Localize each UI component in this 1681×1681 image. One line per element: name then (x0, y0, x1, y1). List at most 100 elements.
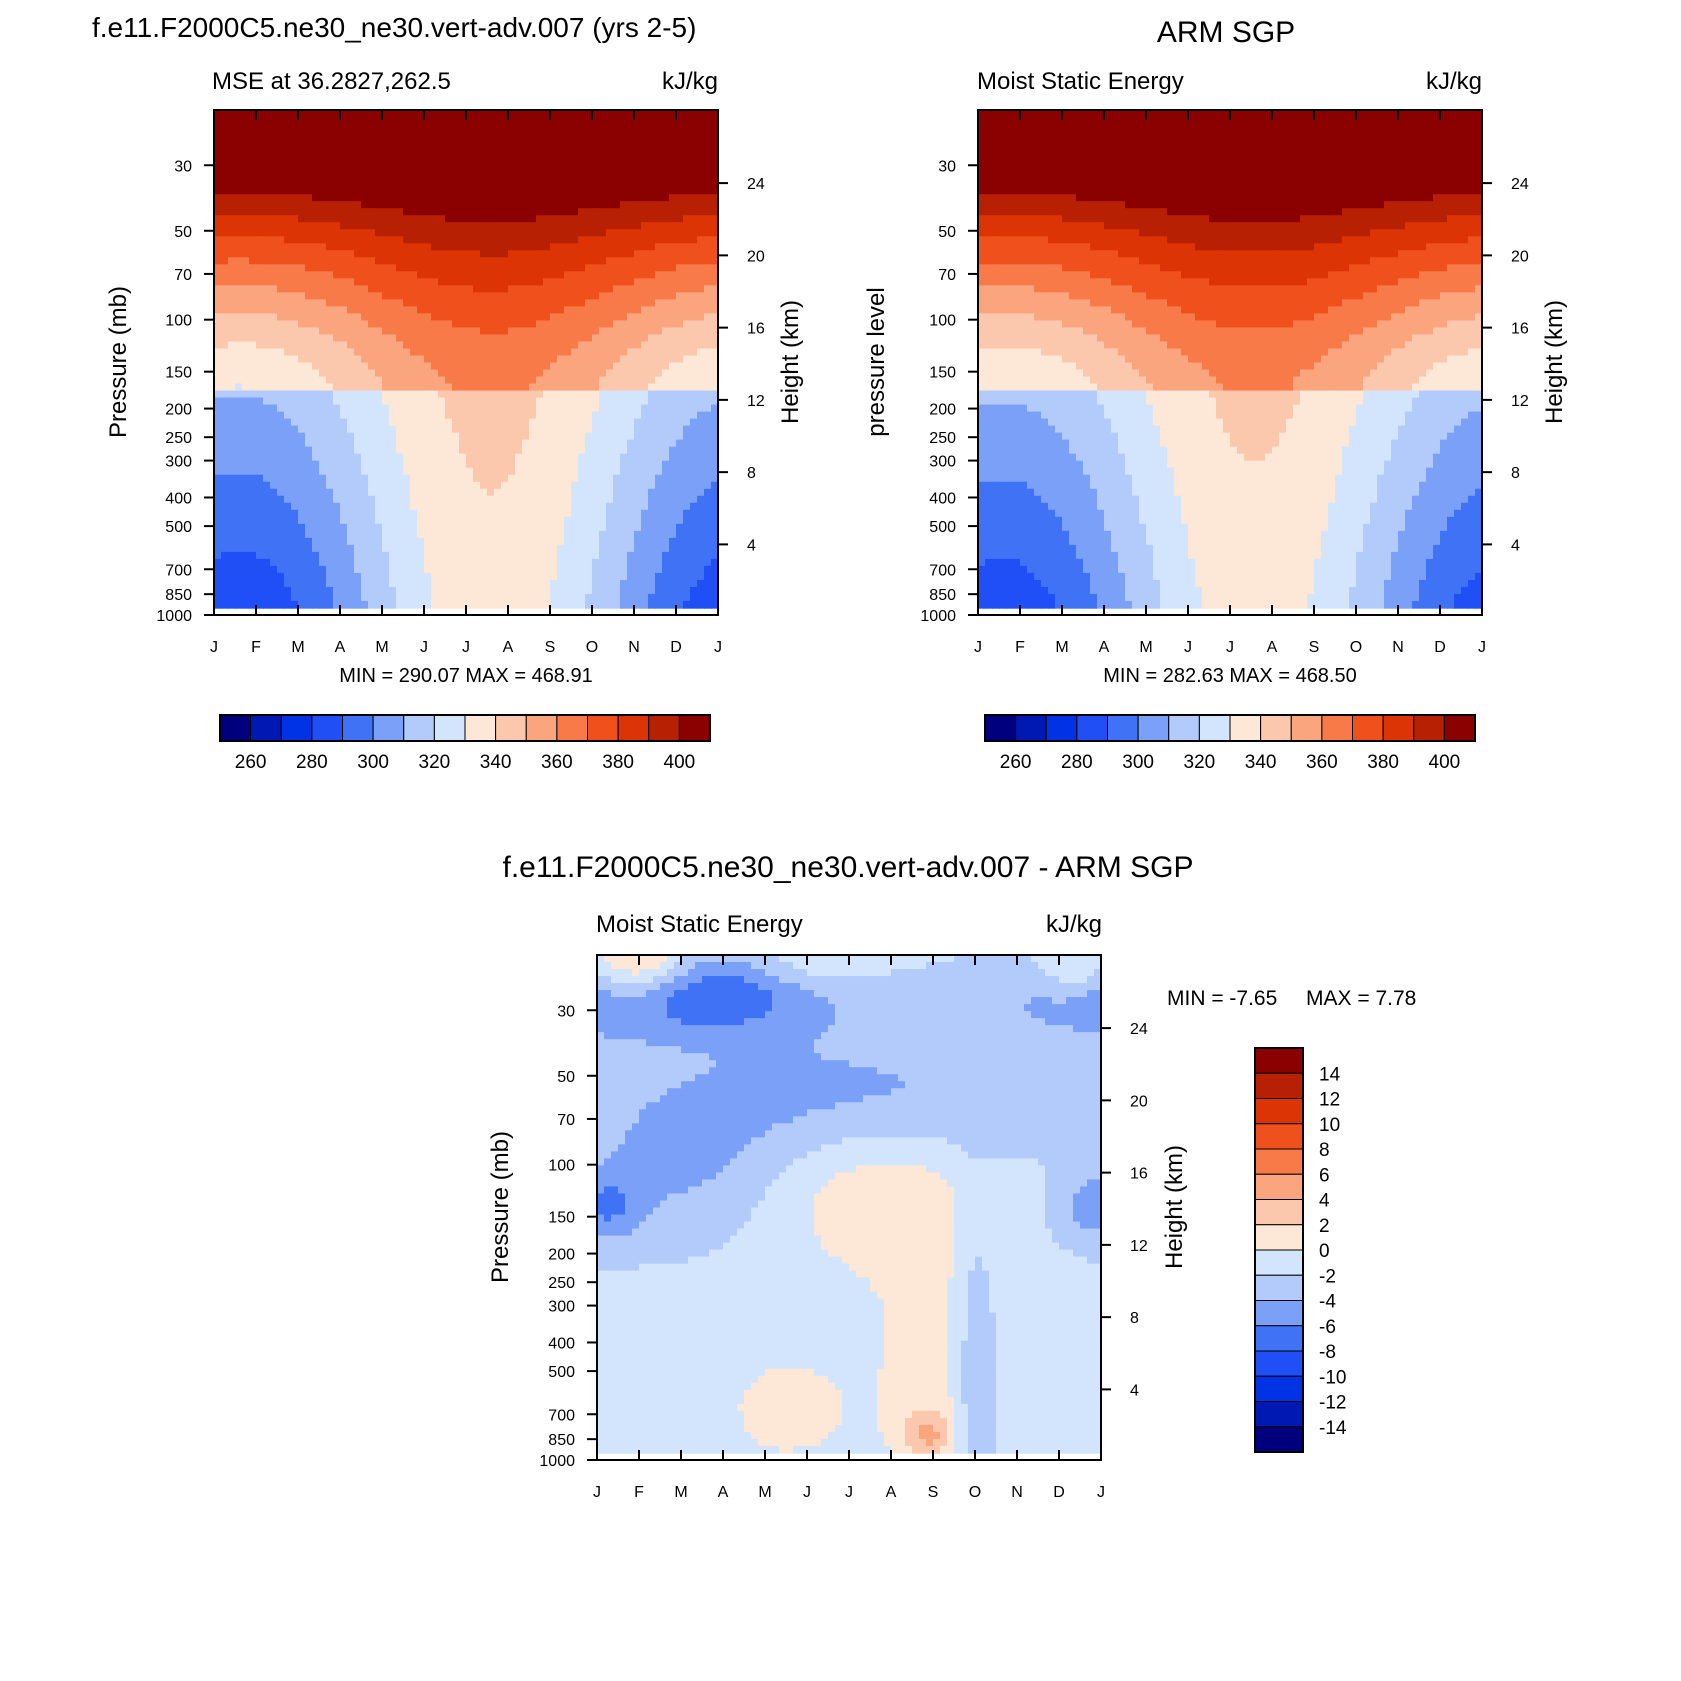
contour-cell (354, 397, 362, 406)
contour-cell (333, 243, 341, 251)
contour-cell (613, 250, 621, 258)
contour-cell (263, 187, 271, 195)
contour-cell (431, 460, 439, 469)
contour-cell (403, 117, 411, 125)
contour-cell (697, 586, 705, 595)
contour-cell (298, 117, 306, 125)
contour-cell (459, 166, 467, 174)
contour-cell (382, 523, 390, 532)
contour-cell (648, 320, 656, 329)
contour-cell (403, 110, 411, 118)
contour-cell (473, 187, 481, 195)
contour-cell (620, 572, 628, 581)
contour-cell (333, 397, 341, 406)
contour-cell (410, 138, 418, 146)
contour-cell (431, 481, 439, 490)
contour-cell (606, 117, 614, 125)
contour-cell (585, 558, 593, 567)
contour-cell (431, 257, 439, 265)
contour-cell (396, 166, 404, 174)
contour-cell (557, 131, 565, 139)
contour-cell (473, 320, 481, 329)
contour-cell (452, 257, 460, 265)
contour-cell (298, 565, 306, 574)
contour-cell (396, 397, 404, 406)
contour-cell (228, 166, 236, 174)
contour-cell (669, 250, 677, 258)
contour-cell (522, 432, 530, 441)
contour-cell (438, 369, 446, 378)
contour-cell (613, 579, 621, 588)
contour-cell (340, 313, 348, 322)
contour-cell (459, 117, 467, 125)
contour-cell (326, 579, 334, 588)
contour-cell (620, 397, 628, 406)
contour-cell (214, 327, 222, 336)
contour-cell (648, 194, 656, 202)
contour-cell (487, 495, 495, 504)
contour-cell (270, 124, 278, 132)
contour-cell (697, 418, 705, 427)
contour-cell (606, 194, 614, 202)
contour-cell (452, 292, 460, 301)
contour-cell (242, 187, 250, 195)
contour-cell (424, 320, 432, 329)
contour-cell (242, 593, 250, 602)
contour-cell (235, 390, 243, 399)
contour-cell (578, 138, 586, 146)
contour-cell (620, 383, 628, 392)
contour-cell (305, 243, 313, 251)
contour-cell (291, 467, 299, 476)
contour-cell (613, 292, 621, 301)
contour-cell (235, 166, 243, 174)
contour-cell (543, 551, 551, 560)
contour-cell (543, 355, 551, 364)
contour-cell (312, 544, 320, 553)
contour-cell (389, 257, 397, 265)
contour-cell (242, 432, 250, 441)
contour-cell (578, 418, 586, 427)
contour-cell (277, 390, 285, 399)
contour-cell (354, 586, 362, 595)
contour-cell (613, 481, 621, 490)
contour-cell (368, 299, 376, 308)
contour-cell (662, 488, 670, 497)
contour-cell (410, 236, 418, 244)
contour-cell (508, 453, 516, 462)
contour-cell (711, 397, 719, 406)
contour-cell (676, 327, 684, 336)
contour-cell (634, 229, 642, 237)
contour-cell (284, 320, 292, 329)
contour-cell (494, 565, 502, 574)
contour-cell (340, 572, 348, 581)
contour-cell (403, 222, 411, 230)
contour-cell (326, 264, 334, 273)
contour-cell (319, 152, 327, 160)
contour-cell (627, 565, 635, 574)
contour-cell (494, 383, 502, 392)
contour-cell (431, 152, 439, 160)
contour-cell (368, 551, 376, 560)
contour-cell (550, 215, 558, 223)
contour-cell (459, 299, 467, 308)
contour-cell (431, 208, 439, 216)
contour-cell (445, 446, 453, 455)
contour-cell (564, 348, 572, 357)
contour-cell (445, 362, 453, 371)
contour-cell (683, 411, 691, 420)
contour-cell (529, 138, 537, 146)
contour-cell (669, 222, 677, 230)
contour-cell (515, 369, 523, 378)
contour-cell (312, 488, 320, 497)
contour-cell (557, 145, 565, 153)
contour-cell (599, 222, 607, 230)
contour-cell (571, 586, 579, 595)
contour-cell (669, 488, 677, 497)
contour-cell (221, 516, 229, 525)
contour-cell (459, 558, 467, 567)
contour-cell (459, 495, 467, 504)
contour-cell (249, 327, 257, 336)
contour-cell (487, 516, 495, 525)
contour-cell (347, 369, 355, 378)
contour-cell (277, 201, 285, 209)
